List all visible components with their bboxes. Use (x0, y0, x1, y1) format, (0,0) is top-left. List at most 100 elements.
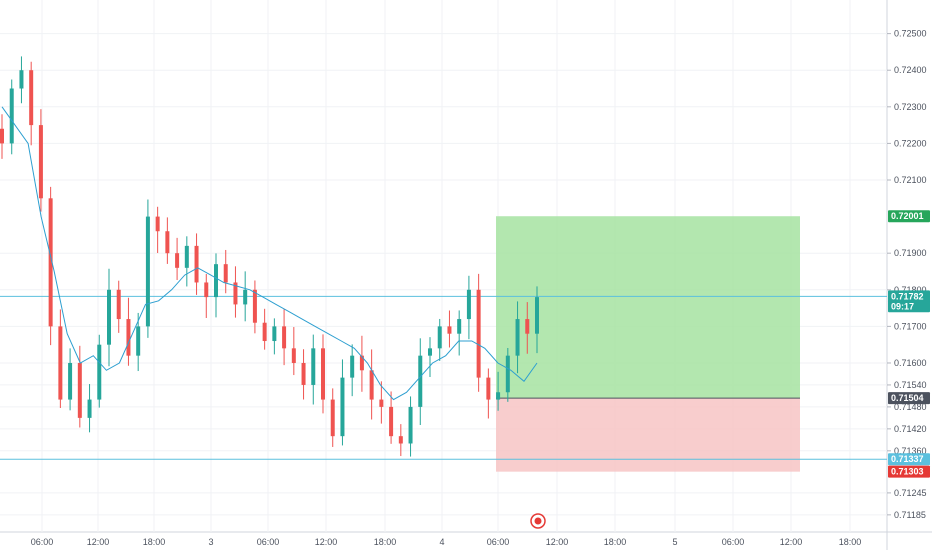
candle-body[interactable] (68, 362, 73, 400)
candle-body[interactable] (428, 348, 432, 356)
candle-body[interactable] (223, 264, 228, 283)
candle-body[interactable] (282, 326, 287, 349)
candle-body[interactable] (369, 370, 374, 400)
profit-zone[interactable] (496, 216, 800, 399)
candle-body[interactable] (515, 319, 520, 356)
x-tick-label: 12:00 (546, 537, 569, 547)
candle-body[interactable] (145, 216, 150, 327)
price-tag (888, 210, 930, 223)
x-tick-label: 4 (439, 537, 444, 547)
moving-average-line (1, 106, 538, 401)
candle-body[interactable] (233, 282, 238, 305)
candle-body[interactable] (398, 436, 403, 444)
candle-body[interactable] (379, 399, 384, 407)
candle-body[interactable] (408, 406, 413, 444)
candle-body[interactable] (437, 326, 442, 349)
candle-body[interactable] (389, 406, 394, 437)
x-tick-label: 06:00 (257, 537, 280, 547)
candle-body[interactable] (457, 319, 462, 334)
candle-body[interactable] (107, 289, 111, 345)
x-tick-label: 06:00 (31, 537, 54, 547)
candle-body[interactable] (252, 289, 257, 323)
price-tag-label: 0.71782 (891, 291, 924, 301)
candle-body[interactable] (165, 231, 170, 254)
candle-body[interactable] (58, 326, 63, 400)
price-tag (888, 290, 930, 303)
y-tick-label: 0.71600 (894, 358, 927, 368)
price-tag-label: 0.71504 (891, 393, 924, 403)
candle-body[interactable] (535, 297, 539, 334)
candle-body[interactable] (272, 326, 277, 342)
price-tag-label: 0.72001 (891, 211, 924, 221)
x-tick-label: 5 (672, 537, 677, 547)
candle-body[interactable] (184, 245, 189, 268)
candle-body[interactable] (359, 355, 364, 371)
candle-body[interactable] (9, 88, 14, 144)
candle-body[interactable] (175, 253, 180, 268)
y-tick-label: 0.72100 (894, 175, 927, 185)
candle-body[interactable] (48, 198, 53, 327)
price-tag (888, 392, 930, 405)
price-tag (888, 465, 930, 478)
candle-body[interactable] (194, 245, 199, 283)
candle-body[interactable] (214, 264, 218, 298)
y-tick-label: 0.72300 (894, 102, 927, 112)
candle-body[interactable] (0, 128, 4, 144)
candle-body[interactable] (243, 289, 248, 305)
moving-average-path (1, 106, 538, 401)
x-tick-label: 12:00 (780, 537, 803, 547)
candle-body[interactable] (77, 362, 82, 418)
candle-body[interactable] (496, 392, 501, 400)
candle-body[interactable] (321, 348, 325, 400)
y-tick-label: 0.72500 (894, 29, 927, 39)
candle-body[interactable] (486, 377, 491, 400)
candle-body[interactable] (505, 355, 510, 393)
candle-body[interactable] (116, 289, 121, 320)
x-tick-label: 06:00 (722, 537, 745, 547)
candle-body[interactable] (291, 348, 296, 363)
y-tick-label: 0.72400 (894, 65, 927, 75)
x-tick-label: 18:00 (604, 537, 627, 547)
candle-body[interactable] (350, 355, 355, 378)
price-tag-label: 0.71303 (891, 467, 924, 477)
x-tick-label: 06:00 (487, 537, 510, 547)
price-tag-label: 0.71337 (891, 454, 924, 464)
candle-body[interactable] (330, 399, 335, 437)
y-tick-label: 0.71540 (894, 380, 927, 390)
y-tick-label: 0.71800 (894, 285, 927, 295)
time-axis[interactable]: 06:00 12:00 18:00 3 06:00 12:00 18:00 4 06:00 12:… (31, 537, 862, 547)
candle-body[interactable] (97, 344, 102, 400)
candles[interactable] (0, 56, 539, 457)
y-tick-label: 0.71700 (894, 321, 927, 331)
y-tick-label: 0.72200 (894, 138, 927, 148)
candle-body[interactable] (29, 70, 34, 126)
x-tick-label: 12:00 (315, 537, 338, 547)
x-tick-label: 18:00 (839, 537, 862, 547)
x-tick-label: 3 (208, 537, 213, 547)
candle-body[interactable] (466, 289, 471, 320)
price-axis[interactable]: 0.72500 0.72400 0.72300 0.72200 0.72100 0.719… (887, 29, 927, 520)
price-tag (888, 300, 930, 313)
position-zones[interactable] (496, 216, 800, 472)
candle-body[interactable] (447, 326, 452, 334)
candle-body[interactable] (476, 289, 481, 378)
candle-body[interactable] (155, 216, 160, 232)
candle-body[interactable] (126, 319, 131, 356)
candle-body[interactable] (204, 282, 209, 298)
candle-body[interactable] (525, 319, 530, 334)
candle-body[interactable] (38, 125, 43, 199)
price-tag (888, 453, 930, 466)
candle-body[interactable] (87, 399, 92, 418)
event-badge-icon[interactable] (530, 513, 546, 529)
candle-body[interactable] (340, 377, 345, 437)
candle-body[interactable] (136, 326, 141, 356)
candle-body[interactable] (301, 362, 306, 385)
y-tick-label: 0.71185 (894, 510, 926, 520)
loss-zone[interactable] (496, 398, 800, 472)
candle-body[interactable] (19, 70, 24, 89)
candle-body[interactable] (418, 355, 423, 407)
y-tick-label: 0.71900 (894, 248, 927, 258)
candle-body[interactable] (311, 348, 316, 385)
candle-body[interactable] (262, 322, 267, 342)
